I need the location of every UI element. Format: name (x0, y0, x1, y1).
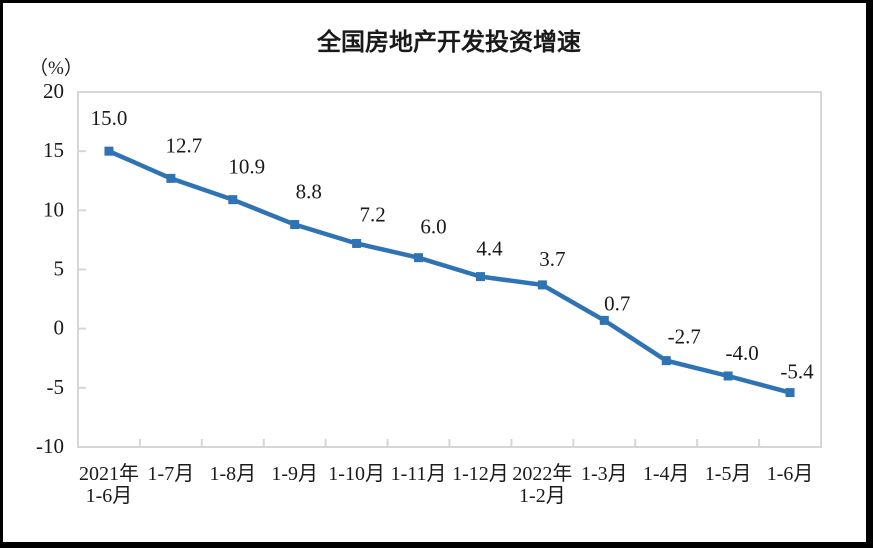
data-point-marker (104, 146, 114, 156)
x-axis-tick-label: 1-6月 (86, 485, 133, 507)
x-axis-tick-label: 2022年 (512, 462, 572, 485)
x-axis-tick-label: 1-7月 (148, 463, 195, 485)
y-axis-tick-label: -5 (47, 375, 65, 399)
data-point-marker (352, 238, 362, 248)
y-axis-tick-label: 10 (43, 197, 64, 221)
x-axis-tick-label: 1-9月 (271, 463, 318, 485)
data-point-label: 8.8 (296, 180, 322, 204)
data-point-marker (290, 220, 300, 230)
x-axis-tick-label: 1-11月 (391, 463, 447, 485)
x-axis-tick-label: 1-6月 (767, 463, 814, 485)
x-axis-tick-label: 1-10月 (328, 463, 385, 485)
chart-title: 全国房地产开发投资增速 (316, 28, 581, 56)
y-axis-tick-label: 20 (43, 79, 64, 103)
y-axis-tick-label: 5 (54, 257, 65, 281)
x-axis-tick-label: 1-4月 (643, 463, 690, 485)
investment-growth-line-chart: 全国房地产开发投资增速 （%） 20151050-5-102021年1-6月1-… (29, 28, 822, 507)
data-point-label: 12.7 (166, 133, 203, 157)
x-axis-tick-label: 2021年 (79, 462, 139, 485)
x-axis-tick-label: 1-3月 (581, 463, 628, 485)
data-point-label: 15.0 (91, 106, 128, 130)
y-axis-unit-label: （%） (29, 57, 83, 79)
data-point-label: 7.2 (360, 202, 386, 226)
y-axis-tick-label: 15 (43, 138, 64, 162)
data-point-label: 0.7 (604, 291, 630, 315)
data-point-label: -4.0 (726, 341, 759, 365)
x-axis-tick-label: 1-2月 (519, 485, 566, 507)
data-point-marker (599, 315, 609, 325)
data-point-marker (785, 388, 795, 398)
x-axis-tick-label: 1-8月 (209, 463, 256, 485)
data-point-label: 10.9 (228, 155, 265, 179)
data-point-marker (414, 253, 424, 263)
data-point-marker (537, 280, 547, 290)
data-point-marker (661, 356, 671, 366)
data-point-label: -2.7 (668, 325, 701, 349)
data-point-label: 3.7 (539, 247, 565, 271)
y-axis-tick-label: 0 (54, 316, 65, 340)
data-point-label: -5.4 (780, 360, 814, 384)
data-point-marker (166, 173, 176, 183)
series-line (108, 149, 791, 395)
data-point-label: 6.0 (420, 215, 446, 239)
y-axis-tick-label: -10 (36, 434, 64, 458)
data-point-marker (228, 195, 238, 205)
data-point-label: 4.4 (476, 237, 503, 261)
data-point-marker (475, 272, 485, 282)
data-point-marker (723, 371, 733, 381)
x-axis-tick-label: 1-5月 (705, 463, 752, 485)
x-axis-tick-label: 1-12月 (452, 463, 509, 485)
